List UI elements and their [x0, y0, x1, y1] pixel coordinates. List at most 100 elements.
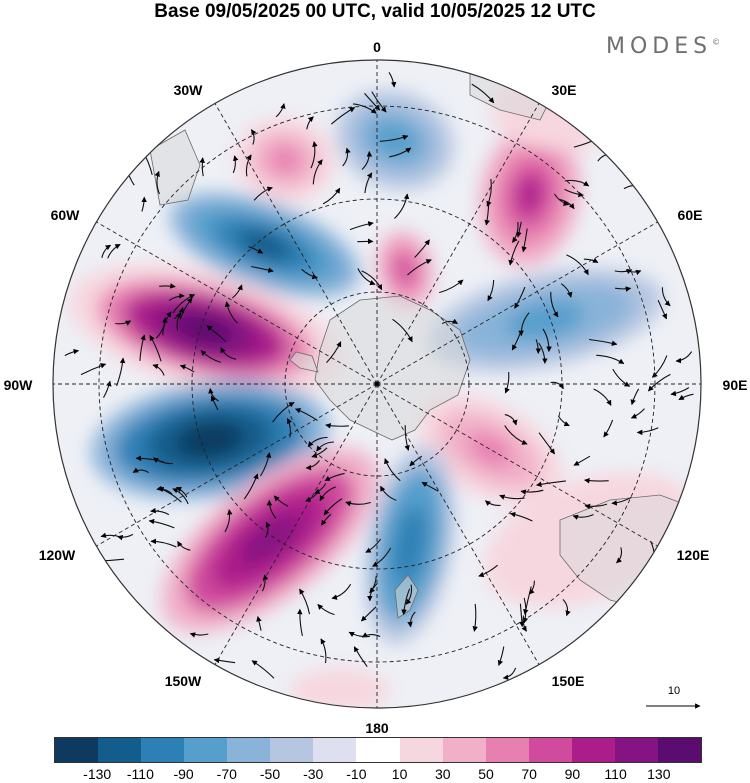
latitude-circle	[98, 105, 656, 663]
streamline	[100, 532, 122, 538]
lon-label-150e: 150E	[552, 673, 585, 689]
streamline	[504, 414, 518, 426]
streamline	[542, 328, 552, 353]
streamline	[550, 291, 559, 318]
streamline	[364, 172, 373, 194]
colorbar-tick-labels: -130 -110 -90 -70 -50 -30 -10 10 30 50 70 90 110 130	[0, 766, 750, 783]
colorbar-tick-label: -130	[83, 766, 112, 782]
streamline	[675, 351, 693, 364]
streamline	[175, 486, 188, 498]
streamline	[323, 498, 343, 516]
colorbar-swatch	[399, 738, 443, 762]
streamline	[584, 478, 609, 484]
anomaly-blob	[427, 268, 663, 372]
streamline	[554, 193, 570, 206]
colorbar-tick-label: 10	[391, 766, 408, 782]
graticule	[53, 60, 701, 708]
streamline	[439, 279, 464, 294]
streamline	[572, 514, 594, 520]
streamline	[141, 196, 147, 212]
colorbar-tick-label: -70	[216, 766, 237, 782]
streamline	[342, 147, 351, 167]
streamline	[158, 487, 182, 503]
map-border	[52, 59, 702, 709]
streamline	[502, 667, 517, 681]
map-disc	[53, 60, 701, 708]
streamline	[115, 320, 132, 326]
streamline	[326, 341, 342, 363]
streamline	[657, 299, 668, 320]
streamline	[538, 432, 556, 455]
colorbar-swatch	[485, 738, 529, 762]
meridian-line	[376, 103, 540, 385]
streamline	[162, 311, 172, 336]
streamline	[307, 436, 328, 448]
streamline	[499, 494, 525, 500]
streamline	[253, 186, 273, 201]
streamline	[256, 615, 262, 631]
south-pole-dot	[374, 381, 380, 387]
streamline	[316, 441, 334, 452]
streamline	[210, 395, 219, 411]
lon-label-30w: 30W	[174, 82, 204, 98]
streamline	[175, 312, 182, 331]
streamline	[168, 293, 185, 301]
meridian-line	[376, 383, 540, 665]
streamline	[566, 254, 589, 276]
longitude-labels: 0 30E 60E 90E 120E 150E 180 150W 120W 90…	[4, 39, 748, 736]
streamline	[325, 423, 349, 429]
streamline	[630, 388, 640, 406]
colorbar-tick-label: 30	[435, 766, 451, 782]
streamline	[421, 481, 439, 492]
streamline	[514, 286, 526, 309]
streamline	[603, 419, 614, 438]
colorbar-swatch	[356, 738, 400, 762]
streamline	[213, 657, 236, 664]
streamline	[389, 147, 412, 158]
streamline	[250, 129, 257, 145]
streamline	[172, 488, 189, 505]
lon-label-30e: 30E	[552, 82, 577, 98]
streamline	[275, 103, 286, 118]
streamline	[206, 325, 227, 343]
anomaly-blob	[417, 393, 563, 507]
lon-label-180: 180	[365, 720, 389, 736]
colorbar-swatch	[614, 738, 658, 762]
streamline	[504, 372, 510, 394]
streamline	[148, 518, 175, 529]
streamline	[322, 187, 341, 205]
streamline	[472, 603, 478, 632]
streamline	[208, 387, 219, 402]
wind-streamlines	[64, 72, 694, 681]
streamline	[331, 107, 356, 125]
anomaly-blob	[479, 123, 581, 267]
streamline	[319, 486, 336, 502]
streamline	[314, 483, 327, 494]
colorbar-tick-label: -90	[173, 766, 194, 782]
streamline	[179, 364, 195, 373]
streamline	[80, 363, 107, 376]
lon-label-120w: 120W	[39, 547, 76, 563]
brand-text: MODES	[606, 34, 713, 59]
meridians	[53, 60, 701, 708]
streamline	[107, 243, 121, 259]
streamline	[557, 415, 570, 427]
colorbar-tick-label: 110	[604, 766, 627, 782]
meridian-line	[376, 383, 658, 547]
streamline	[518, 312, 530, 337]
streamline	[670, 387, 690, 397]
streamline	[647, 373, 671, 392]
south-america-land	[149, 129, 201, 206]
streamline	[560, 283, 573, 298]
streamline	[407, 259, 432, 276]
streamline	[504, 425, 528, 445]
streamline	[266, 499, 277, 519]
antarctica-land	[314, 295, 471, 441]
streamline	[519, 603, 525, 628]
streamline	[509, 511, 533, 522]
streamline	[487, 279, 495, 302]
streamline	[478, 564, 498, 578]
lon-label-120e: 120E	[677, 547, 710, 563]
streamline	[521, 615, 527, 632]
streamline	[441, 318, 458, 325]
